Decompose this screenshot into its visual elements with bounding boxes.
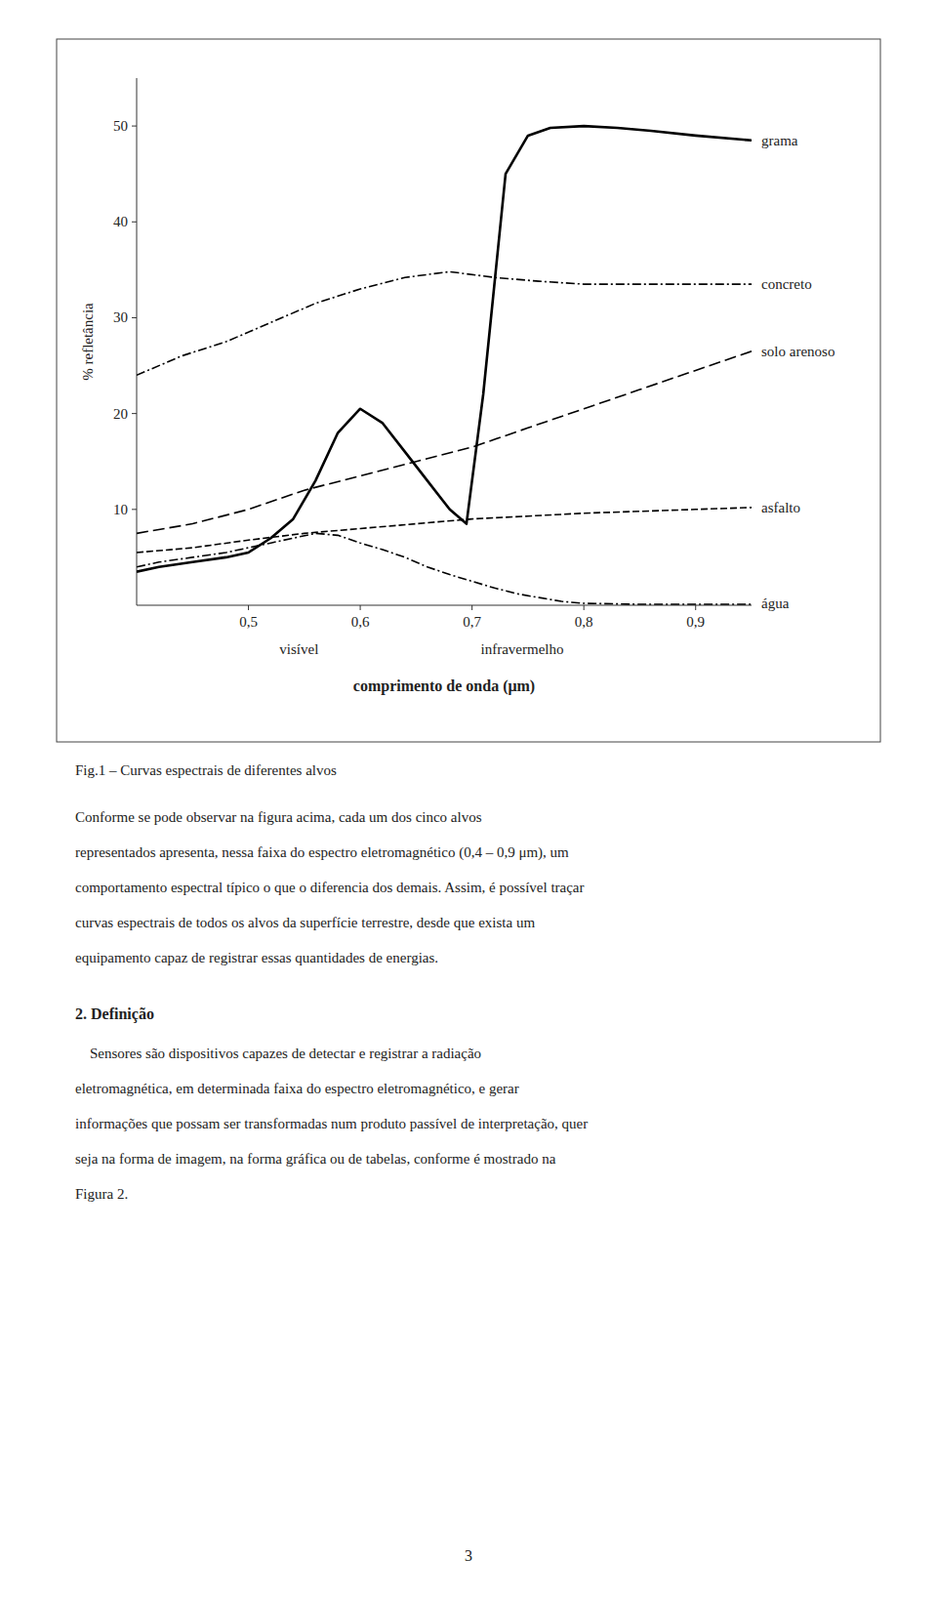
x-sublabel: visível <box>279 641 319 657</box>
paragraph-line: informações que possam ser transformadas… <box>75 1115 588 1132</box>
x-tick <box>694 605 696 611</box>
paragraph-line: representados apresenta, nessa faixa do … <box>75 844 570 861</box>
y-tick-label: 40 <box>113 213 128 230</box>
paragraph-line: Figura 2. <box>75 1185 128 1202</box>
x-tick-label: 0,7 <box>462 613 482 630</box>
series-label: asfalto <box>761 499 801 516</box>
series-line <box>136 532 752 605</box>
series-line <box>136 507 752 553</box>
paragraph-line: comportamento espectral típico o que o d… <box>75 879 585 896</box>
y-axis-line <box>136 78 138 606</box>
x-tick-label: 0,6 <box>351 613 370 630</box>
paragraph-line: Conforme se pode observar na figura acim… <box>75 809 483 825</box>
y-tick <box>131 317 137 319</box>
paragraph-line: eletromagnética, em determinada faixa do… <box>75 1080 520 1097</box>
page: 0,5 0,6 0,7 0,8 0,9 10 20 30 40 50 % refletância vi… <box>0 0 937 1600</box>
series-line <box>136 271 752 375</box>
series-label: concreto <box>761 276 813 292</box>
series-label: água <box>761 595 790 612</box>
series-label: grama <box>761 132 799 149</box>
caption: Fig.1 – Curvas espectrais de diferentes … <box>75 762 337 778</box>
series-line <box>136 351 752 534</box>
paragraph-line: Sensores são dispositivos capazes de det… <box>75 1045 482 1061</box>
x-tick-label: 0,9 <box>686 613 705 630</box>
x-axis-label: comprimento de onda (μm) <box>353 677 535 695</box>
page-text: Fig.1 – Curvas espectrais de diferentes … <box>75 762 588 1564</box>
x-sublabel: infravermelho <box>481 641 565 657</box>
heading: 2. Definição <box>75 1005 155 1023</box>
x-tick <box>471 605 473 611</box>
x-tick-label: 0,8 <box>574 613 594 630</box>
paragraph-line: seja na forma de imagem, na forma gráfic… <box>75 1150 557 1167</box>
y-tick <box>131 125 137 127</box>
y-tick-label: 20 <box>113 406 128 422</box>
axes: 0,5 0,6 0,7 0,8 0,9 10 20 30 40 50 % refletância vi… <box>80 78 752 695</box>
chart-box <box>56 39 881 742</box>
x-tick-label: 0,5 <box>239 613 258 630</box>
y-tick-label: 50 <box>113 118 128 134</box>
y-tick-label: 30 <box>113 309 128 326</box>
series-label: solo arenoso <box>761 343 835 360</box>
page-number: 3 <box>464 1547 473 1564</box>
x-tick <box>360 605 362 611</box>
y-axis-label: % refletância <box>80 302 96 381</box>
paragraph-line: curvas espectrais de todos os alvos da s… <box>75 914 535 931</box>
paragraph-line: equipamento capaz de registrar essas qua… <box>75 949 439 966</box>
y-tick <box>131 508 137 510</box>
series-line <box>136 125 752 572</box>
y-tick-label: 10 <box>113 501 128 518</box>
y-tick <box>131 221 137 223</box>
series-labels: grama concreto solo arenoso asfalto água <box>761 132 835 612</box>
lines <box>136 125 752 605</box>
x-tick <box>583 605 585 611</box>
y-tick <box>131 412 137 414</box>
x-tick <box>247 605 249 611</box>
